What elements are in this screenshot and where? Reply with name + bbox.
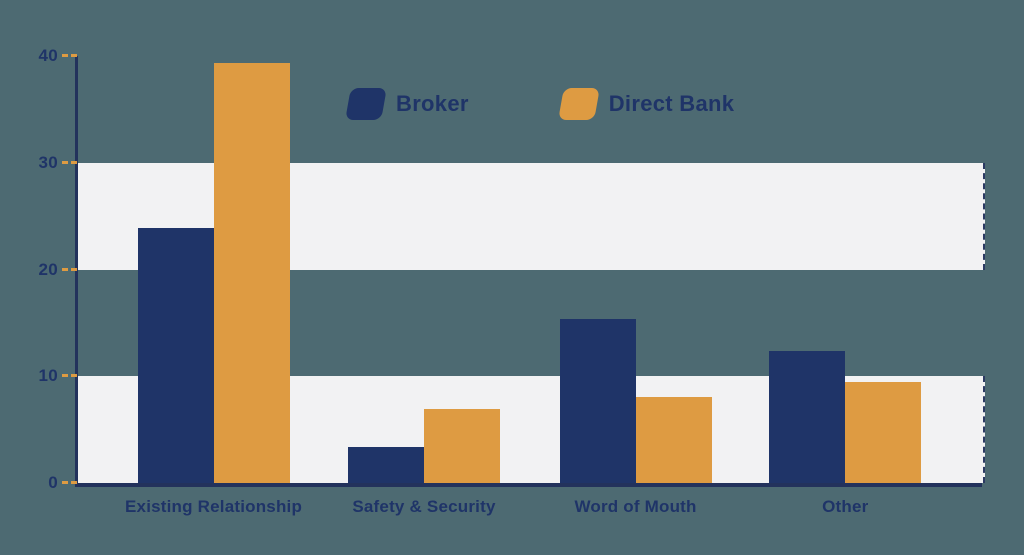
y-tick-10 [62, 374, 77, 378]
legend-item-broker: Broker [345, 88, 469, 120]
bar-broker-existing-relationship [137, 227, 214, 483]
legend-label-direct-bank: Direct Bank [608, 91, 735, 116]
bar-broker-other [769, 350, 846, 483]
bar-direct-bank-other [845, 381, 922, 483]
y-tick-0 [62, 481, 77, 484]
legend-label-broker: Broker [396, 91, 469, 116]
y-tick-label-20: 20 [38, 259, 58, 279]
broker-swatch-icon [345, 88, 387, 120]
legend-item-direct-bank: Direct Bank [557, 88, 735, 120]
bar-broker-word-of-mouth [559, 318, 636, 483]
y-tick-label-30: 30 [38, 152, 58, 172]
y-tick-label-10: 10 [38, 366, 58, 386]
x-axis-line [75, 483, 982, 487]
bar-broker-safety-security [347, 446, 424, 483]
y-tick-20 [62, 267, 77, 271]
bar-direct-bank-word-of-mouth [635, 396, 712, 483]
bar-direct-bank-safety-security [423, 409, 500, 483]
direct-bank-swatch-icon [557, 88, 600, 120]
x-category-label-existing-relationship: Existing Relationship [125, 497, 303, 516]
x-category-label-word-of-mouth: Word of Mouth [574, 497, 697, 516]
y-tick-30 [62, 160, 77, 164]
x-category-label-other: Other [822, 497, 869, 516]
y-tick-label-0: 0 [48, 473, 58, 492]
y-axis-line [75, 56, 78, 487]
y-tick-40 [62, 54, 77, 57]
y-tick-label-40: 40 [38, 46, 58, 65]
x-category-label-safety-security: Safety & Security [352, 497, 496, 516]
chart-legend: Broker Direct Bank [345, 88, 735, 120]
bar-direct-bank-existing-relationship [213, 63, 290, 483]
